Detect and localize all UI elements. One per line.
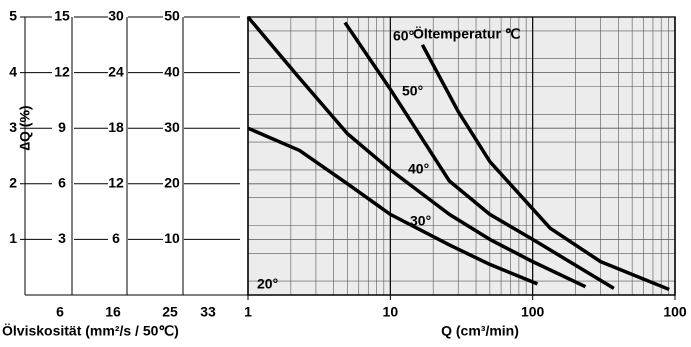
- scale-tick-label: 12: [54, 63, 70, 79]
- annotation: 30°: [410, 213, 431, 229]
- viscosity-label: 6: [56, 304, 64, 320]
- curve: [420, 43, 670, 292]
- viscosity-label: 33: [200, 304, 216, 320]
- viscosity-label: 16: [105, 304, 121, 320]
- annotation: 40°: [408, 161, 429, 177]
- x-axis-label: Q (cm³/min): [441, 323, 519, 339]
- scale-tick-label: 6: [112, 230, 120, 246]
- scale-tick-label: 9: [58, 119, 66, 135]
- x-tick-label: 1: [244, 304, 252, 320]
- scale-tick-label: 40: [164, 63, 180, 79]
- scale-tick-label: 12: [108, 175, 124, 191]
- y-tick-label: 1: [9, 230, 17, 246]
- annotation: 60°: [393, 28, 414, 44]
- y-tick-label: 5: [9, 8, 17, 24]
- scale-tick-label: 15: [54, 8, 70, 24]
- y-tick-label: 2: [9, 175, 17, 191]
- y-tick-label: 3: [9, 119, 17, 135]
- scale-tick-label: 30: [164, 119, 180, 135]
- x-tick-label: 100: [663, 304, 687, 320]
- annotation: 20°: [257, 276, 278, 292]
- annotation: Öltemperatur ℃: [413, 26, 521, 42]
- x-tick-label: 10: [383, 304, 399, 320]
- scale-tick-label: 50: [164, 8, 180, 24]
- y-tick-label: 4: [9, 63, 17, 79]
- annotation: 50°: [402, 83, 423, 99]
- curve: [343, 21, 615, 290]
- plot-area: [248, 17, 675, 295]
- scale-tick-label: 20: [164, 175, 180, 191]
- scale-tick-label: 24: [108, 63, 124, 79]
- scale-tick-label: 3: [58, 230, 66, 246]
- scale-tick-label: 18: [108, 119, 124, 135]
- curve: [246, 15, 587, 289]
- scale-tick-label: 6: [58, 175, 66, 191]
- x-tick-label: 100: [521, 304, 545, 320]
- left-axis-label: Ölviskosität (mm²/s / 50℃): [2, 323, 179, 339]
- viscosity-label: 25: [162, 304, 178, 320]
- scale-tick-label: 10: [164, 230, 180, 246]
- curve: [247, 126, 539, 286]
- scale-tick-label: 30: [108, 8, 124, 24]
